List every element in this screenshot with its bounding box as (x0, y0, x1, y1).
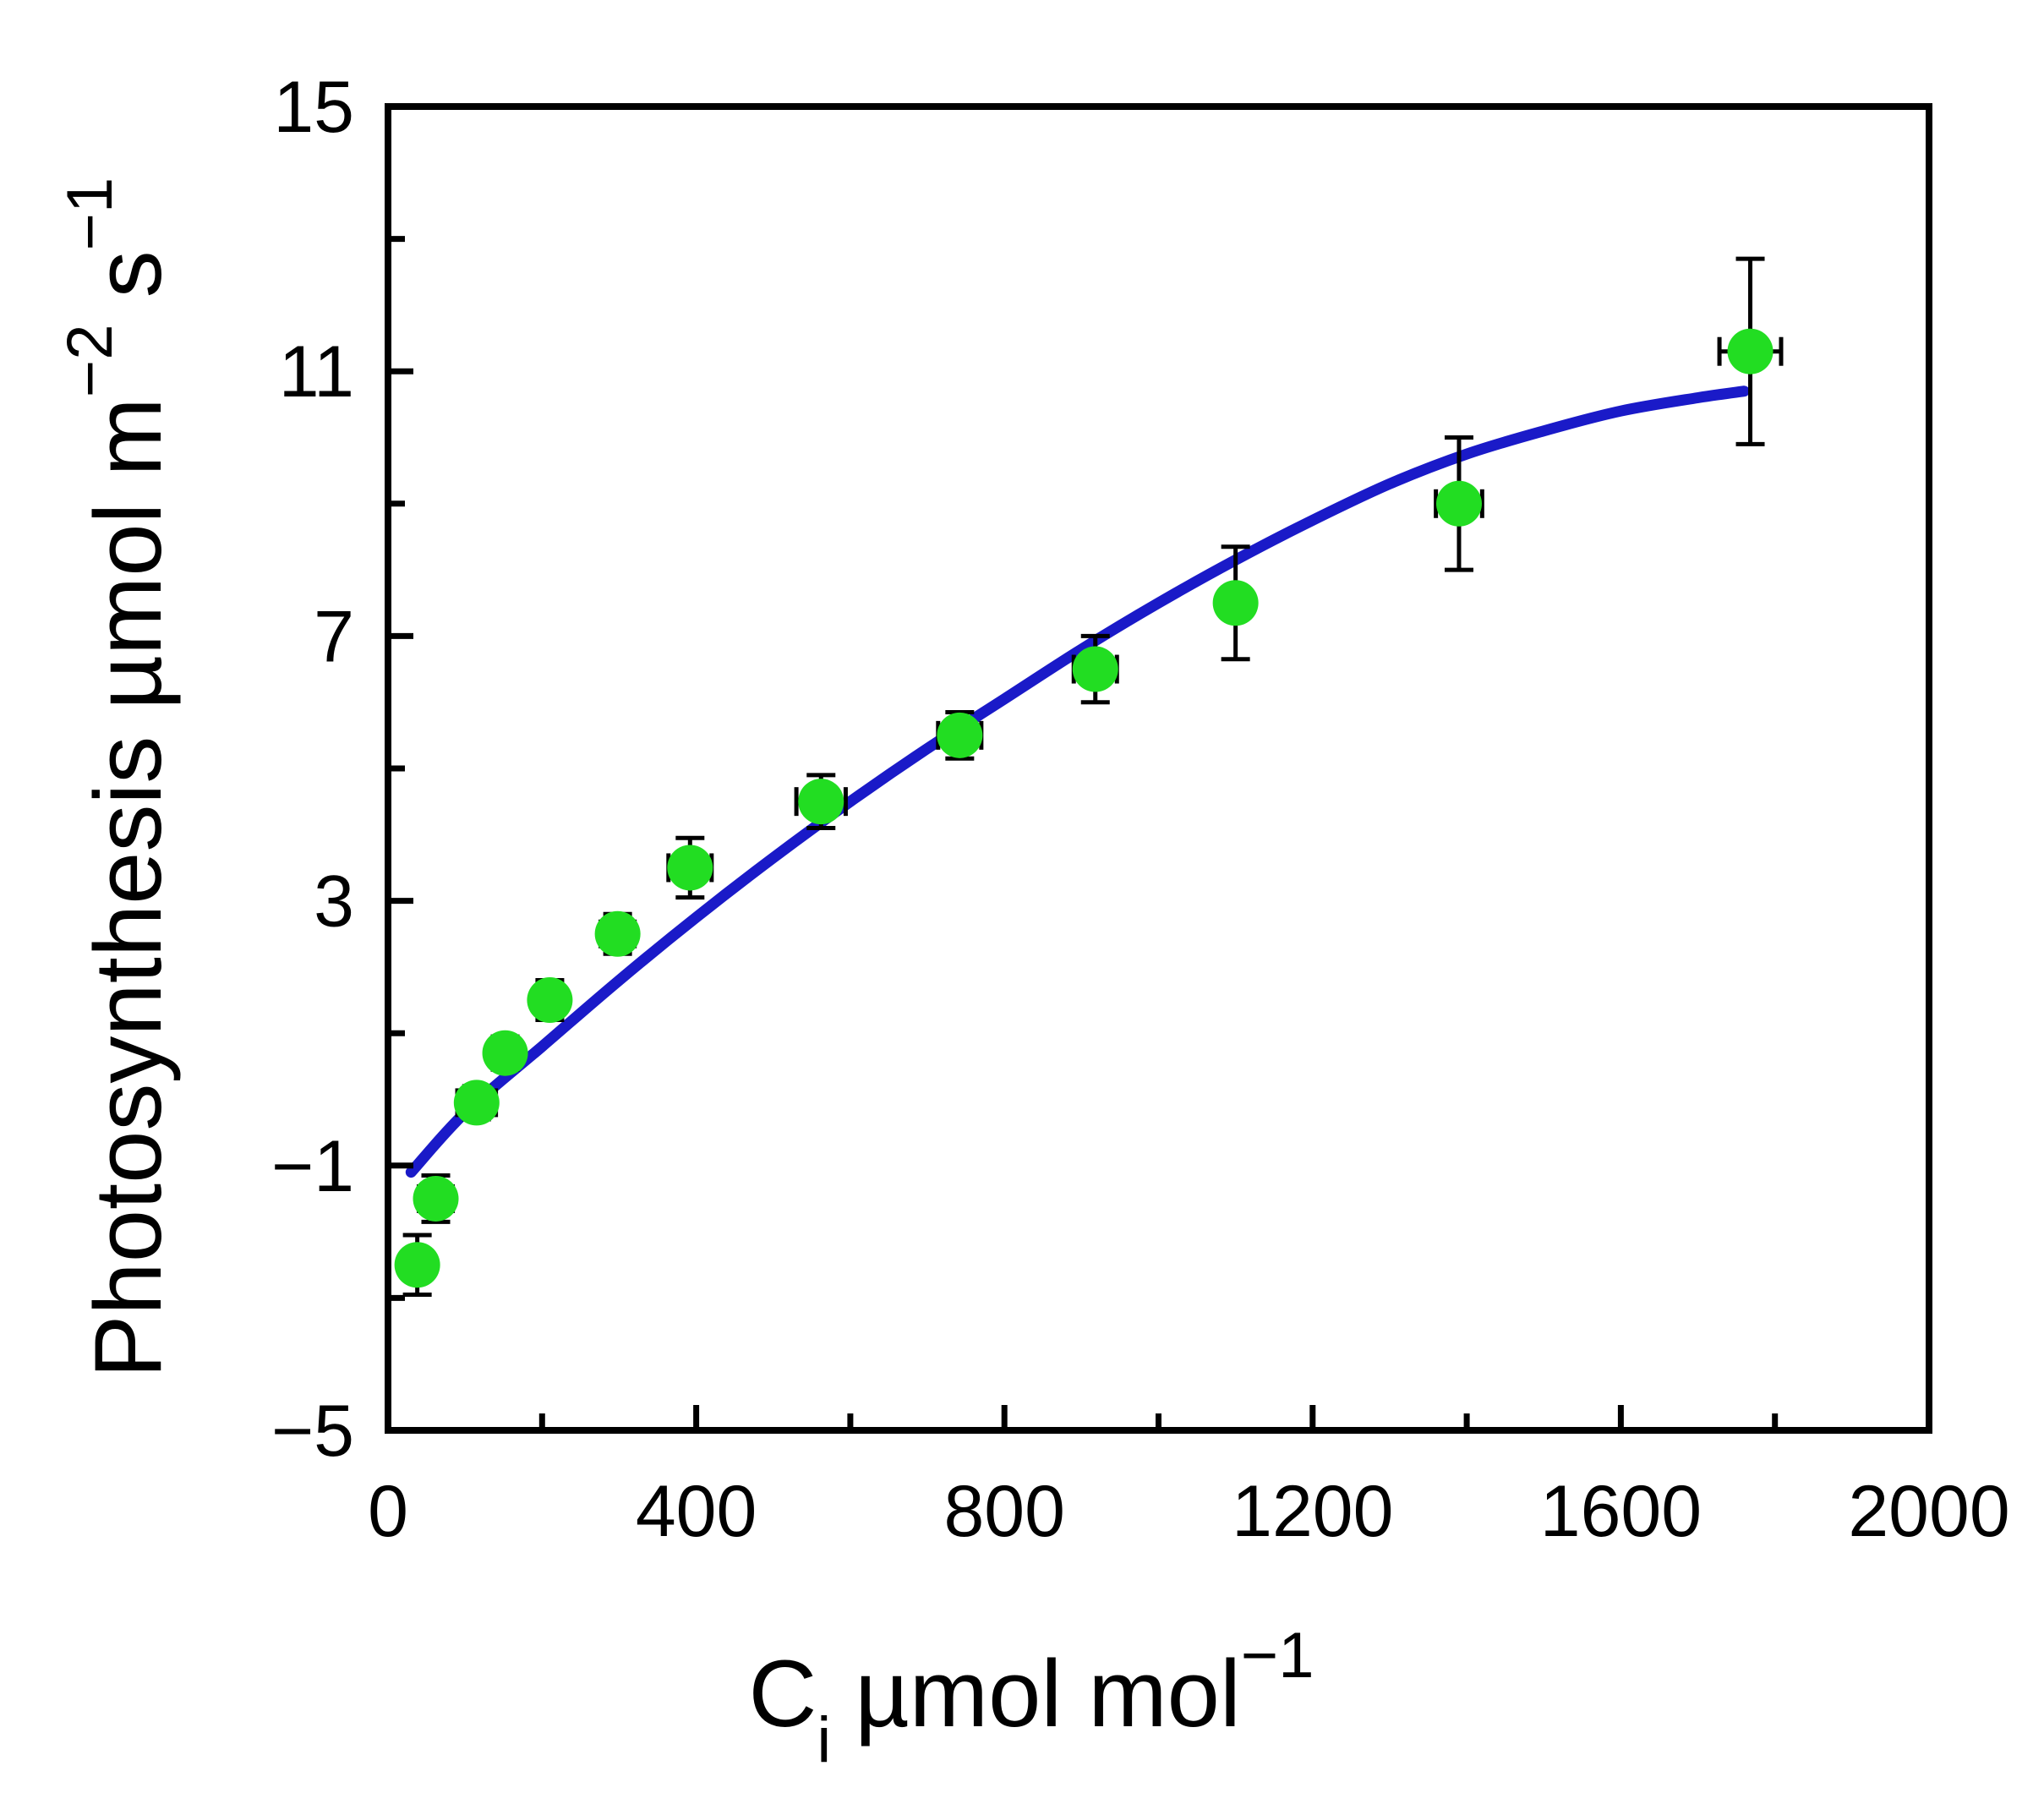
fit-curve-layer (405, 385, 1750, 1178)
error-bar-layer (402, 256, 1784, 1297)
y-tick-label: −1 (271, 1126, 354, 1207)
data-point-1 (413, 1175, 459, 1222)
y-axis-title-superscript-2: −1 (54, 178, 126, 251)
x-tick-label: 1600 (1540, 1471, 1702, 1552)
data-point-10 (1212, 580, 1259, 626)
data-point-4 (527, 977, 573, 1024)
y-tick-label: 7 (314, 596, 354, 677)
x-tick-label: 2000 (1848, 1471, 2009, 1552)
y-tick-label: 11 (279, 331, 354, 413)
x-tick-label: 1200 (1232, 1471, 1393, 1552)
x-tick-label: 0 (368, 1471, 408, 1552)
data-point-8 (937, 712, 983, 758)
data-point-6 (667, 845, 713, 891)
y-tick-labels: −5 −1 3 7 11 15 (271, 67, 354, 1472)
y-tick-label: −5 (271, 1391, 354, 1472)
y-tick-label: 3 (314, 861, 354, 943)
data-point-0 (394, 1242, 440, 1288)
data-point-layer (394, 328, 1773, 1288)
data-point-7 (798, 779, 844, 825)
y-axis-title: Photosynthesis µmol m−2 s−1 (54, 178, 181, 1379)
x-axis-title: Ci µmol mol−1 (748, 1620, 1314, 1776)
fit-curve (405, 385, 1750, 1178)
data-point-12 (1727, 328, 1773, 374)
data-point-9 (1072, 646, 1118, 692)
x-tick-label: 800 (943, 1471, 1065, 1552)
x-tick-labels: 0 400 800 1200 1600 2000 (368, 1471, 2010, 1552)
y-axis-title-superscript-1: −2 (54, 325, 126, 398)
data-point-11 (1435, 480, 1482, 527)
data-point-5 (594, 910, 641, 957)
x-tick-label: 400 (636, 1471, 757, 1552)
data-point-3 (482, 1030, 528, 1076)
axis-ticks (388, 236, 1779, 1430)
y-tick-label: 15 (273, 67, 354, 148)
x-axis-title-superscript: −1 (1241, 1620, 1314, 1692)
plot-frame (385, 103, 1932, 1434)
x-axis-title-subscript: i (817, 1704, 831, 1776)
data-point-2 (453, 1080, 500, 1126)
